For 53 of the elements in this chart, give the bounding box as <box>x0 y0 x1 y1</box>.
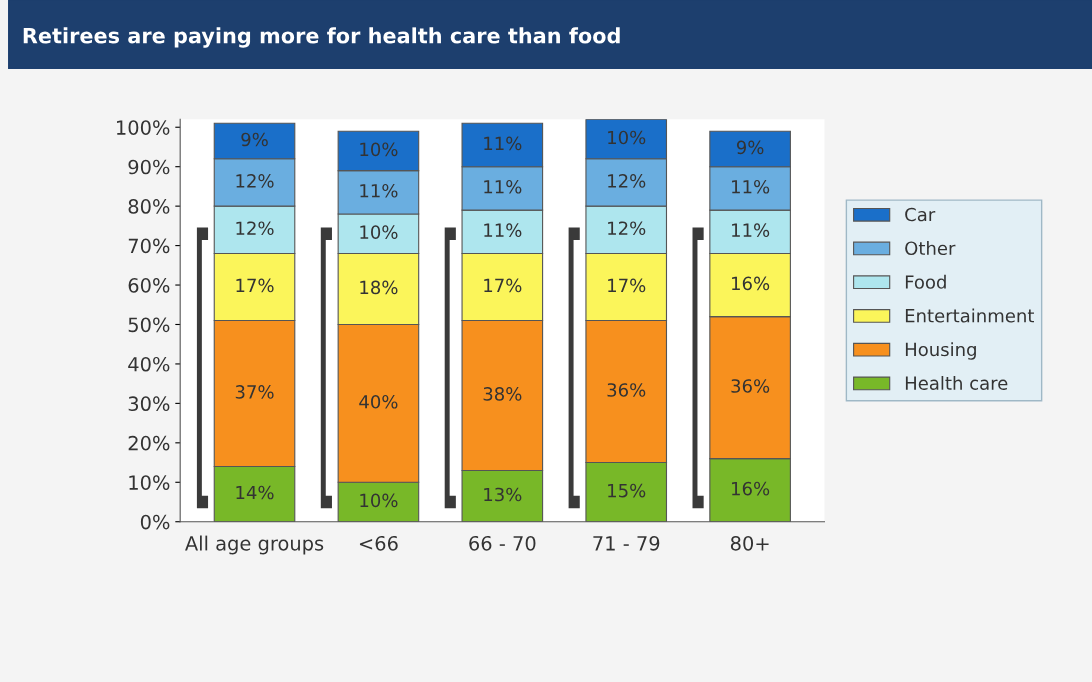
x-tick-label: 80+ <box>730 535 769 551</box>
y-tick-label: 90% <box>128 159 170 175</box>
x-tick-label: 66 - 70 <box>469 535 536 551</box>
data-label: 10% <box>360 225 398 239</box>
y-tick-label: 60% <box>128 277 170 293</box>
data-label: 11% <box>732 179 770 194</box>
y-tick-label: 0% <box>140 514 170 530</box>
data-label: 10% <box>608 130 646 145</box>
data-label: 12% <box>608 174 646 188</box>
y-tick-label: 100% <box>117 120 170 135</box>
data-label: 17% <box>608 278 646 293</box>
data-label: 12% <box>608 221 646 236</box>
data-label: 18% <box>360 280 398 295</box>
x-tick-label: 71 - 79 <box>593 535 660 551</box>
data-label: 13% <box>484 487 522 502</box>
data-label: 17% <box>484 278 522 293</box>
data-label: 37% <box>235 385 274 399</box>
data-label: 11% <box>732 223 770 238</box>
data-label: 9% <box>241 132 268 147</box>
legend-label: Other <box>905 241 956 256</box>
y-tick-label: 10% <box>129 475 170 490</box>
data-label: 36% <box>731 379 770 393</box>
data-label: 17% <box>236 278 274 293</box>
y-tick-label: 40% <box>128 356 170 372</box>
data-label: 12% <box>236 221 274 236</box>
data-label: 11% <box>484 179 522 194</box>
data-label: 10% <box>360 493 398 508</box>
data-label: 38% <box>483 387 522 401</box>
y-tick-label: 50% <box>128 317 170 333</box>
y-tick-label: 70% <box>128 238 170 254</box>
data-label: 16% <box>732 481 770 496</box>
data-label: 16% <box>732 276 770 291</box>
data-label: 11% <box>484 223 522 238</box>
data-label: 10% <box>360 142 398 157</box>
y-tick-label: 30% <box>128 396 170 412</box>
data-label: 36% <box>607 383 646 397</box>
data-label: 9% <box>736 140 764 155</box>
legend-label: Entertainment <box>905 308 1034 323</box>
data-label: 11% <box>484 136 522 151</box>
legend-label: Health care <box>905 375 1008 390</box>
x-tick-label: <66 <box>359 535 398 551</box>
legend-label: Housing <box>905 342 976 360</box>
data-label: 12% <box>236 174 274 188</box>
x-tick-label: All age groups <box>185 535 324 555</box>
legend-label: Car <box>905 207 936 222</box>
y-tick-label: 80% <box>128 199 170 214</box>
data-label: 40% <box>359 394 398 409</box>
legend-label: Food <box>905 274 946 289</box>
data-label: 11% <box>360 183 398 198</box>
data-label: 14% <box>236 485 274 500</box>
y-tick-label: 20% <box>128 435 170 451</box>
data-label: 15% <box>608 483 646 498</box>
chart-title: Retirees are paying more for health care than food <box>23 27 620 48</box>
